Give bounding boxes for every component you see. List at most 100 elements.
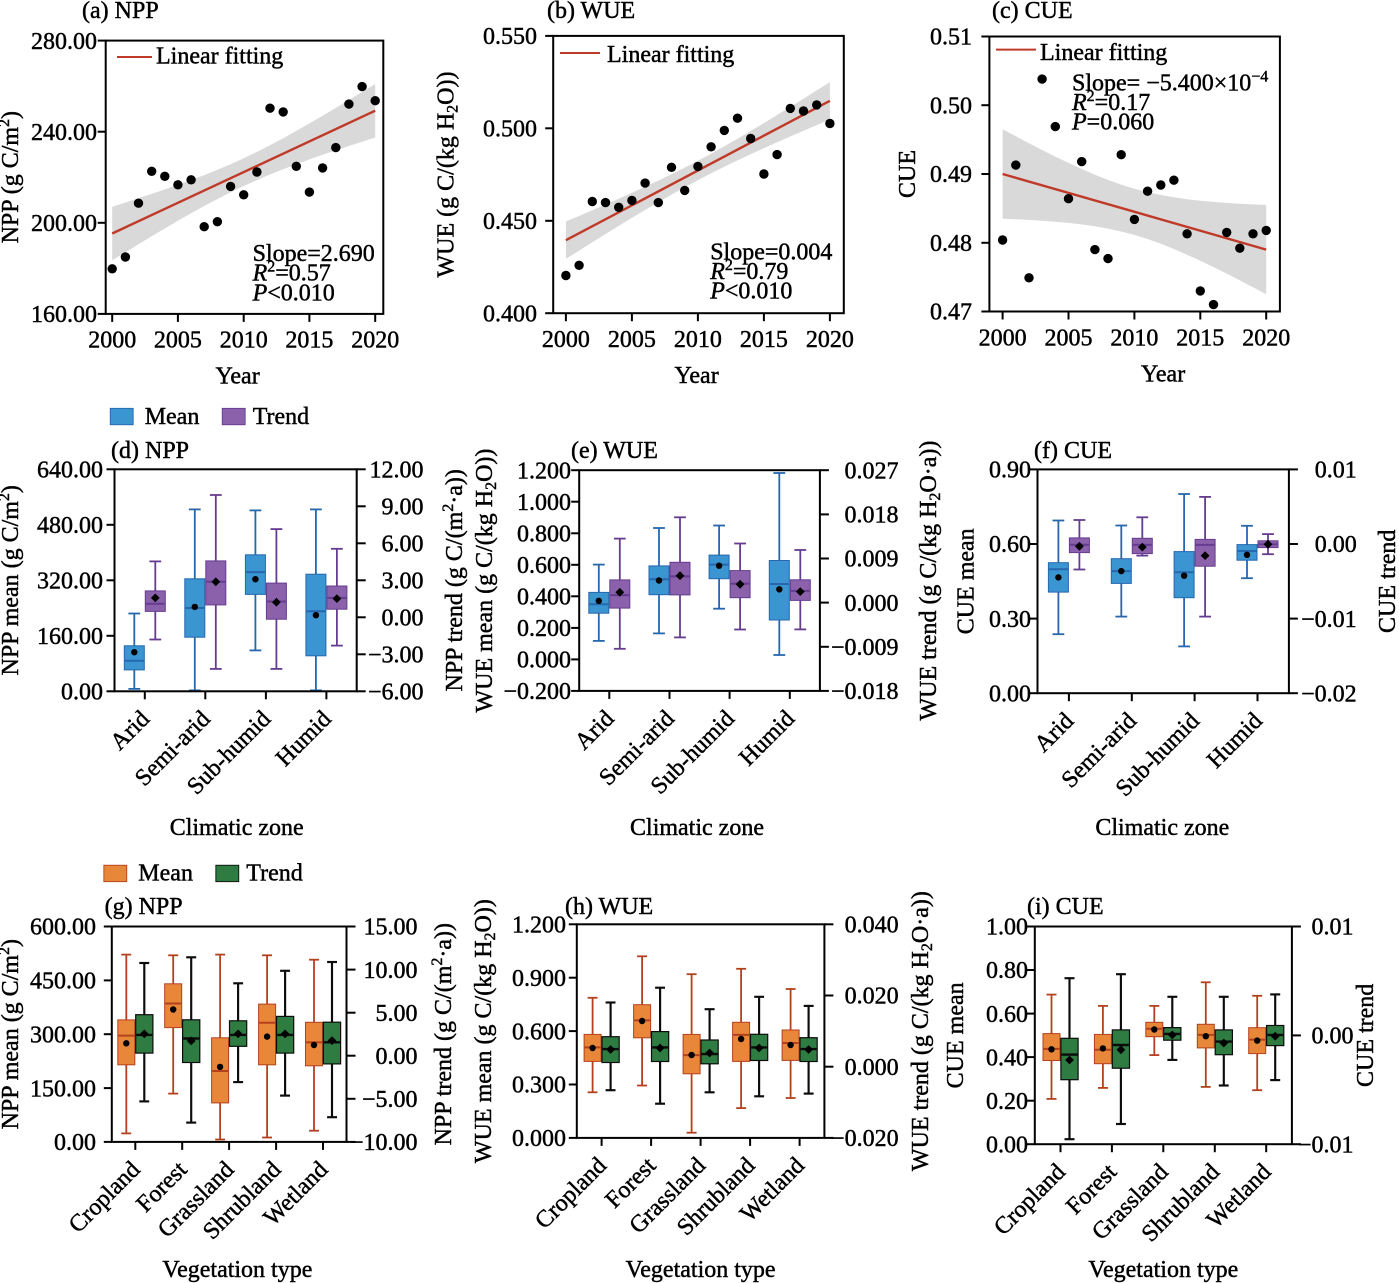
svg-text:0.00: 0.00 — [986, 1132, 1028, 1158]
svg-text:2000: 2000 — [542, 327, 590, 353]
svg-text:0.01: 0.01 — [1312, 915, 1354, 941]
svg-text:(b) WUE: (b) WUE — [547, 0, 635, 24]
svg-text:−0.200: −0.200 — [503, 679, 571, 705]
svg-text:Mean: Mean — [138, 861, 193, 887]
svg-text:(d) NPP: (d) NPP — [111, 438, 189, 464]
svg-text:200.00: 200.00 — [31, 211, 97, 237]
svg-text:1.000: 1.000 — [517, 490, 571, 516]
svg-text:−5.00: −5.00 — [362, 1087, 418, 1113]
svg-text:CUE mean: CUE mean — [954, 528, 980, 634]
svg-text:0.00: 0.00 — [1312, 1024, 1354, 1050]
svg-text:2015: 2015 — [285, 328, 333, 354]
svg-text:0.00: 0.00 — [1315, 532, 1357, 558]
svg-text:Climatic zone: Climatic zone — [170, 815, 304, 841]
svg-text:0.00: 0.00 — [376, 1044, 418, 1070]
svg-text:0.01: 0.01 — [1315, 458, 1357, 484]
svg-text:0.60: 0.60 — [989, 532, 1031, 558]
svg-text:0.49: 0.49 — [930, 162, 972, 188]
svg-text:Climatic zone: Climatic zone — [1095, 815, 1229, 841]
svg-text:2010: 2010 — [220, 328, 268, 354]
svg-text:NPP mean (g C/m2): NPP mean (g C/m2) — [0, 485, 24, 675]
svg-text:Slope=0.004: Slope=0.004 — [710, 240, 832, 266]
svg-text:−0.02: −0.02 — [1301, 681, 1357, 707]
svg-text:0.00: 0.00 — [54, 1130, 96, 1156]
svg-text:0.600: 0.600 — [517, 553, 571, 579]
svg-text:0.30: 0.30 — [989, 607, 1031, 633]
svg-text:−10.00: −10.00 — [350, 1130, 418, 1156]
svg-text:280.00: 280.00 — [31, 29, 97, 55]
svg-text:−0.018: −0.018 — [831, 679, 899, 705]
svg-text:0.000: 0.000 — [512, 1126, 566, 1152]
svg-text:Year: Year — [674, 363, 718, 389]
svg-text:1.200: 1.200 — [517, 458, 571, 484]
svg-text:0.90: 0.90 — [989, 458, 1031, 484]
svg-text:2020: 2020 — [1242, 326, 1290, 352]
svg-text:Vegetation type: Vegetation type — [1088, 1257, 1238, 1283]
svg-text:10.00: 10.00 — [364, 958, 418, 984]
svg-text:(g) NPP: (g) NPP — [105, 894, 183, 920]
svg-text:−0.009: −0.009 — [831, 635, 899, 661]
svg-text:CUE trend: CUE trend — [1375, 530, 1399, 633]
svg-text:WUE mean (g C/(kg H2O)): WUE mean (g C/(kg H2O)) — [471, 899, 499, 1163]
svg-text:WUE (g C/(kg H2O)): WUE (g C/(kg H2O)) — [434, 72, 462, 278]
svg-text:WUE mean (g C/(kg H2O)): WUE mean (g C/(kg H2O)) — [472, 449, 500, 713]
svg-text:0.009: 0.009 — [845, 547, 899, 573]
svg-text:Slope= −5.400×10−4: Slope= −5.400×10−4 — [1072, 68, 1268, 96]
svg-text:NPP trend (g C/(m2·a)): NPP trend (g C/(m2·a)) — [440, 469, 468, 691]
svg-text:0.00: 0.00 — [989, 681, 1031, 707]
svg-text:Trend: Trend — [246, 861, 302, 887]
svg-text:9.00: 9.00 — [382, 495, 424, 521]
svg-text:12.00: 12.00 — [370, 458, 424, 484]
svg-text:NPP (g C/m2): NPP (g C/m2) — [0, 111, 24, 243]
svg-text:0.50: 0.50 — [930, 94, 972, 120]
svg-text:6.00: 6.00 — [382, 532, 424, 558]
svg-text:0.400: 0.400 — [517, 585, 571, 611]
svg-text:WUE trend (g C/(kg H2O·a)): WUE trend (g C/(kg H2O·a)) — [908, 891, 936, 1171]
svg-text:Trend: Trend — [253, 404, 309, 430]
svg-text:2000: 2000 — [88, 328, 136, 354]
svg-text:−0.01: −0.01 — [1298, 1132, 1354, 1158]
svg-text:0.51: 0.51 — [930, 25, 972, 51]
svg-text:−0.01: −0.01 — [1301, 607, 1357, 633]
svg-text:2020: 2020 — [806, 327, 854, 353]
svg-text:NPP trend (g C/(m2·a)): NPP trend (g C/(m2·a)) — [429, 923, 457, 1145]
svg-text:Year: Year — [1141, 362, 1185, 388]
svg-text:(f) CUE: (f) CUE — [1034, 438, 1112, 464]
svg-text:(a) NPP: (a) NPP — [82, 0, 159, 24]
svg-text:−0.020: −0.020 — [831, 1126, 899, 1152]
svg-text:160.00: 160.00 — [31, 302, 97, 328]
svg-text:Year: Year — [215, 364, 259, 390]
svg-text:P=0.060: P=0.060 — [1071, 110, 1154, 136]
svg-text:NPP mean (g C/m2): NPP mean (g C/m2) — [0, 939, 24, 1129]
svg-text:0.600: 0.600 — [512, 1019, 566, 1045]
svg-text:15.00: 15.00 — [364, 915, 418, 941]
svg-text:0.000: 0.000 — [517, 648, 571, 674]
svg-text:150.00: 150.00 — [30, 1076, 96, 1102]
svg-text:0.550: 0.550 — [483, 24, 537, 50]
svg-text:0.00: 0.00 — [382, 606, 424, 632]
svg-text:0.020: 0.020 — [845, 984, 899, 1010]
svg-text:0.900: 0.900 — [512, 966, 566, 992]
svg-text:(h) WUE: (h) WUE — [565, 894, 653, 920]
svg-text:3.00: 3.00 — [382, 569, 424, 595]
svg-text:P<0.010: P<0.010 — [252, 280, 335, 306]
svg-text:0.300: 0.300 — [512, 1073, 566, 1099]
svg-text:0.500: 0.500 — [483, 117, 537, 143]
svg-text:1.200: 1.200 — [512, 913, 566, 939]
svg-text:2010: 2010 — [1110, 326, 1158, 352]
svg-text:0.018: 0.018 — [845, 503, 899, 529]
svg-text:R2=0.79: R2=0.79 — [709, 257, 788, 285]
svg-text:0.47: 0.47 — [930, 300, 972, 326]
svg-text:640.00: 640.00 — [37, 458, 103, 484]
svg-text:2005: 2005 — [608, 327, 656, 353]
svg-text:2000: 2000 — [979, 326, 1027, 352]
svg-text:(c) CUE: (c) CUE — [992, 0, 1073, 24]
svg-text:160.00: 160.00 — [37, 624, 103, 650]
svg-text:Slope=2.690: Slope=2.690 — [253, 241, 375, 267]
svg-text:2015: 2015 — [740, 327, 788, 353]
svg-text:240.00: 240.00 — [31, 120, 97, 146]
svg-text:0.800: 0.800 — [517, 522, 571, 548]
svg-text:2005: 2005 — [154, 328, 202, 354]
svg-text:0.20: 0.20 — [986, 1089, 1028, 1115]
svg-text:0.450: 0.450 — [483, 209, 537, 235]
